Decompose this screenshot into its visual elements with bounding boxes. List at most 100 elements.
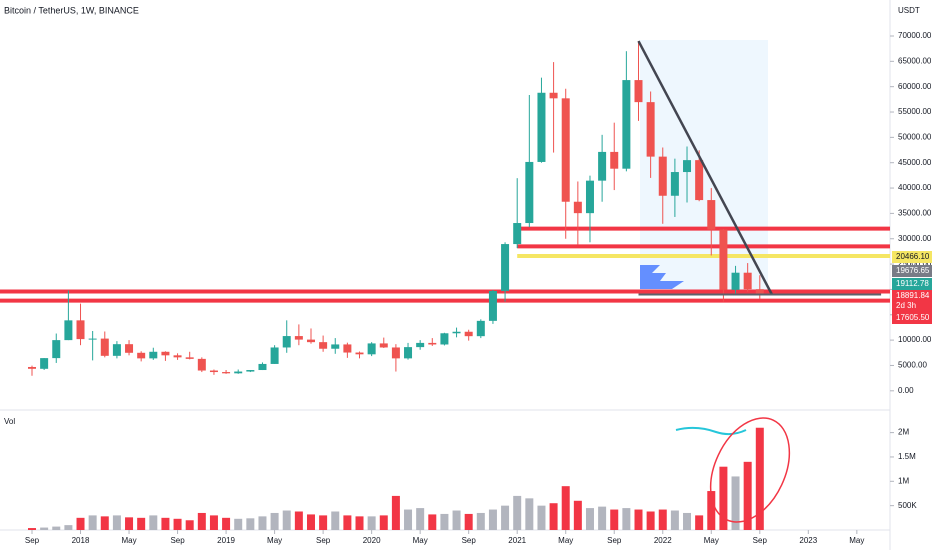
price-label-bg bbox=[892, 300, 932, 312]
volume-bar bbox=[598, 506, 607, 530]
candle-body bbox=[149, 351, 158, 359]
candle-body bbox=[646, 102, 655, 157]
price-label: 17605.50 bbox=[896, 313, 930, 322]
candle-body bbox=[452, 331, 461, 334]
volume-profile bbox=[640, 265, 684, 289]
y-tick-label: 35000.00 bbox=[898, 209, 932, 218]
candle-body bbox=[76, 320, 85, 340]
volume-bar bbox=[246, 518, 255, 530]
volume-bar bbox=[695, 515, 704, 530]
candle-body bbox=[755, 289, 764, 294]
candle-body bbox=[610, 151, 619, 169]
price-label: 19676.65 bbox=[896, 266, 930, 275]
x-tick-label: Sep bbox=[170, 536, 185, 545]
x-tick-label: May bbox=[413, 536, 428, 545]
volume-bar bbox=[670, 510, 679, 530]
volume-bar bbox=[573, 500, 582, 530]
price-label-bg bbox=[892, 265, 932, 277]
volume-bar bbox=[513, 495, 522, 530]
candle-body bbox=[185, 357, 194, 359]
x-tick-label: May bbox=[704, 536, 719, 545]
y-tick-label: 10000.00 bbox=[898, 335, 932, 344]
candle-body bbox=[549, 92, 558, 99]
candle-body bbox=[52, 340, 61, 359]
volume-bar bbox=[222, 517, 231, 530]
candle-body bbox=[282, 336, 291, 348]
x-tick-label: 2021 bbox=[508, 536, 526, 545]
y-tick-label: 25000.00 bbox=[898, 259, 932, 268]
volume-bar bbox=[270, 512, 279, 530]
volume-bar bbox=[40, 527, 49, 530]
y-tick-label: 0.00 bbox=[898, 386, 914, 395]
volume-bar bbox=[137, 517, 146, 530]
candle-body bbox=[719, 229, 728, 290]
trendline bbox=[637, 40, 774, 296]
x-tick-label: 2018 bbox=[72, 536, 90, 545]
volume-bar bbox=[306, 514, 315, 530]
volume-bar bbox=[125, 517, 134, 530]
volume-bar bbox=[464, 513, 473, 530]
y-axis-label: USDT bbox=[898, 6, 920, 15]
candle-body bbox=[743, 272, 752, 290]
price-label-bg bbox=[892, 278, 932, 290]
candle-body bbox=[488, 290, 497, 321]
volume-bar bbox=[585, 508, 594, 530]
volume-bar bbox=[683, 512, 692, 530]
volume-bar bbox=[440, 513, 449, 530]
volume-label: Vol bbox=[4, 417, 15, 426]
volume-bar bbox=[537, 505, 546, 530]
candle-body bbox=[731, 272, 740, 290]
x-tick-label: 2022 bbox=[654, 536, 672, 545]
x-tick-label: Sep bbox=[316, 536, 331, 545]
candle-body bbox=[476, 320, 485, 337]
volume-bar bbox=[755, 427, 764, 530]
y-tick-label: 50000.00 bbox=[898, 132, 932, 141]
candle-body bbox=[573, 201, 582, 214]
candle-body bbox=[561, 98, 570, 202]
candle-body bbox=[331, 344, 340, 349]
volume-bar bbox=[343, 515, 352, 530]
price-label: 19112.78 bbox=[896, 279, 929, 288]
volume-bar bbox=[404, 509, 413, 530]
volume-bar bbox=[549, 503, 558, 530]
volume-bar bbox=[610, 509, 619, 530]
volume-bar bbox=[112, 515, 121, 530]
candle-body bbox=[173, 355, 182, 358]
volume-bar bbox=[294, 511, 303, 530]
price-label: 20466.10 bbox=[896, 252, 930, 261]
candle-body bbox=[100, 338, 109, 356]
x-tick-label: Sep bbox=[753, 536, 768, 545]
volume-bar bbox=[634, 509, 643, 530]
candle-body bbox=[695, 160, 704, 201]
candle-body bbox=[270, 347, 279, 364]
volume-bar bbox=[76, 517, 85, 530]
candle-body bbox=[28, 366, 36, 369]
x-tick-label: May bbox=[121, 536, 136, 545]
volume-bar bbox=[428, 514, 437, 530]
volume-tick-label: 1.5M bbox=[898, 452, 916, 461]
volume-bar bbox=[367, 516, 376, 530]
candle-body bbox=[537, 92, 546, 162]
y-tick-label: 65000.00 bbox=[898, 56, 932, 65]
price-label: 18891.84 bbox=[896, 291, 930, 300]
y-tick-label: 60000.00 bbox=[898, 82, 932, 91]
y-tick-label: 70000.00 bbox=[898, 31, 932, 40]
candle-body bbox=[209, 370, 218, 373]
candle-body bbox=[658, 156, 667, 196]
price-label-bg bbox=[892, 251, 932, 263]
candle-body bbox=[634, 80, 643, 103]
chart-title: Bitcoin / TetherUS, 1W, BINANCE bbox=[4, 5, 139, 15]
y-tick-label: 40000.00 bbox=[898, 183, 932, 192]
candle-body bbox=[246, 370, 255, 372]
candle-body bbox=[137, 352, 146, 359]
candle-body bbox=[88, 338, 97, 340]
volume-bar bbox=[52, 526, 61, 530]
x-tick-label: Sep bbox=[462, 536, 477, 545]
volume-bar bbox=[416, 508, 425, 530]
candle-body bbox=[161, 351, 170, 356]
candle-body bbox=[64, 320, 73, 341]
volume-bar bbox=[258, 516, 267, 530]
candle-body bbox=[197, 358, 206, 371]
volume-bar bbox=[622, 508, 631, 530]
